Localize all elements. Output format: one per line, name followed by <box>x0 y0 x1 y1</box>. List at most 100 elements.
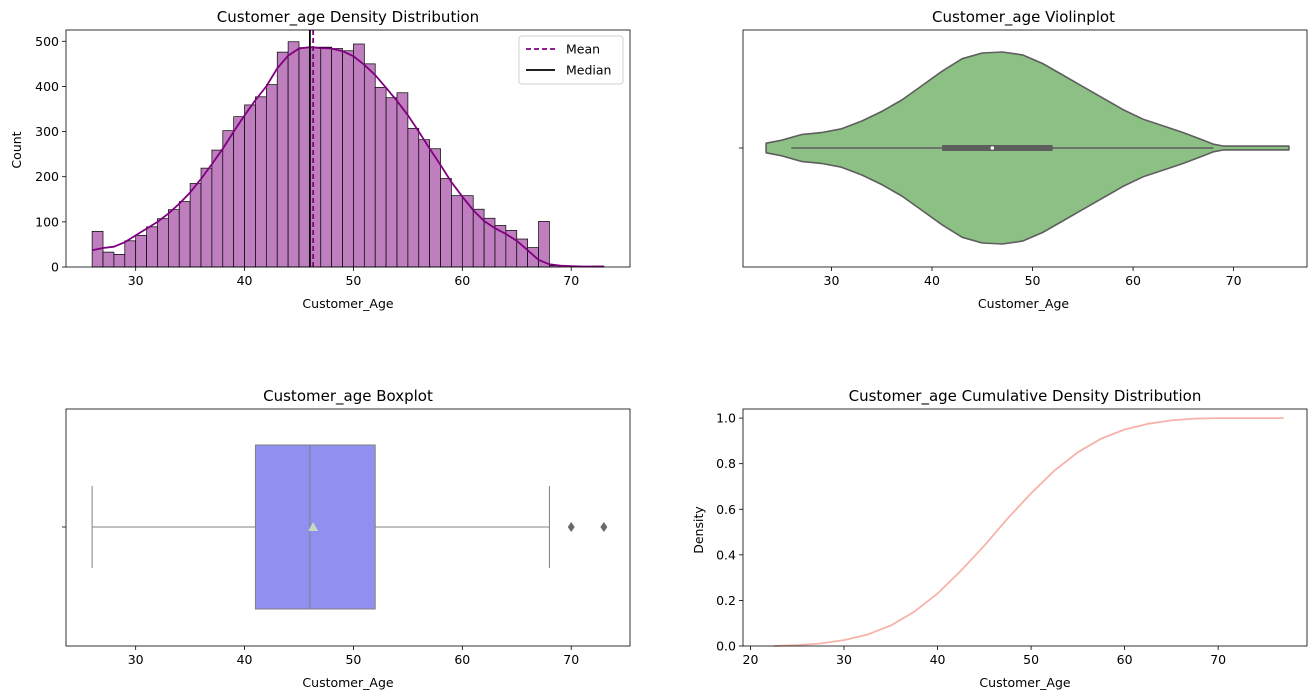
cdf-ytick-label: 1.0 <box>716 411 736 426</box>
histogram-ytick-label: 0 <box>51 260 59 275</box>
histogram-bar <box>309 46 322 268</box>
cdf-xtick-label: 60 <box>1117 652 1133 667</box>
cdf-xtick-label: 30 <box>836 652 852 667</box>
histogram-bar <box>200 167 213 268</box>
histogram-title: Customer_age Density Distribution <box>217 8 479 27</box>
histogram-bar <box>374 86 387 268</box>
violin-xtick-label: 70 <box>1226 273 1242 288</box>
histogram-bar <box>451 195 463 268</box>
cdf-xtick-label: 20 <box>743 652 759 667</box>
histogram-bar <box>363 63 376 268</box>
violin-iqr-bar <box>942 145 1053 151</box>
violin-xtick-label: 30 <box>824 273 840 288</box>
legend-frame <box>518 35 624 85</box>
histogram-bar <box>102 251 115 268</box>
violin-xtick-label: 40 <box>924 273 940 288</box>
histogram-panel: Customer_age Density Distribution 30 40 50… <box>9 8 631 311</box>
violin-xtick-label: 60 <box>1125 273 1141 288</box>
histogram-xtick-label: 30 <box>128 273 144 288</box>
cdf-xtick-label: 70 <box>1210 652 1226 667</box>
cdf-plot-area: 20 30 40 50 60 70 0.0 0.2 0.4 0.6 0.8 1.0 <box>716 408 1308 667</box>
boxplot-xlabel: Customer_Age <box>302 675 393 690</box>
histogram-bar <box>265 84 278 268</box>
violin-frame <box>742 29 1308 268</box>
histogram-bar <box>157 218 169 268</box>
cdf-xtick-label: 40 <box>930 652 946 667</box>
violin-xlabel: Customer_Age <box>978 296 1069 311</box>
histogram-bar <box>407 128 420 268</box>
violin-xtick-label: 50 <box>1025 273 1041 288</box>
boxplot-xtick-label: 30 <box>128 652 144 667</box>
box-outlier <box>567 522 575 532</box>
histogram-bar <box>113 254 126 268</box>
histogram-ytick-label: 400 <box>35 79 59 94</box>
kde-line <box>91 46 604 268</box>
violin-title: Customer_age Violinplot <box>932 8 1115 27</box>
histogram-bar <box>255 96 267 268</box>
histogram-bar <box>124 240 137 268</box>
histogram-bar <box>461 195 474 268</box>
histogram-bar <box>320 46 333 268</box>
legend-median-label: Median <box>566 63 611 78</box>
cdf-ytick-label: 0.4 <box>716 547 736 562</box>
box-mean-marker <box>308 522 319 531</box>
histogram-bar <box>178 201 191 268</box>
histogram-ytick-label: 500 <box>35 34 59 49</box>
histogram-xtick-label: 70 <box>563 273 579 288</box>
histogram-bar <box>146 226 158 268</box>
boxplot-xtick-label: 50 <box>345 652 361 667</box>
histogram-plot-area: 30 40 50 60 70 0 100 200 300 400 500 <box>35 29 631 288</box>
histogram-bar <box>472 208 485 268</box>
boxplot-panel: Customer_age Boxplot 30 40 50 60 70 Customer… <box>62 387 631 690</box>
cdf-xtick-label: 50 <box>1023 652 1039 667</box>
legend-mean-label: Mean <box>566 42 600 57</box>
cdf-ytick-label: 0.6 <box>716 502 736 517</box>
violin-plot-area: 30 40 50 60 70 <box>739 29 1308 288</box>
boxplot-frame <box>65 408 631 647</box>
histogram-ylabel: Count <box>9 131 24 168</box>
histogram-bar <box>353 43 365 268</box>
histogram-bar <box>211 149 224 268</box>
histogram-ytick-label: 300 <box>35 124 59 139</box>
box-outlier <box>600 522 608 532</box>
histogram-bar <box>385 97 398 268</box>
histogram-bar <box>298 47 311 268</box>
cdf-xlabel: Customer_Age <box>979 675 1070 690</box>
histogram-xlabel: Customer_Age <box>302 296 393 311</box>
boxplot-title: Customer_age Boxplot <box>263 387 433 406</box>
histogram-bar <box>418 139 431 268</box>
cdf-title: Customer_age Cumulative Density Distribu… <box>849 387 1202 406</box>
histogram-xtick-label: 40 <box>237 273 253 288</box>
histogram-ytick-label: 100 <box>35 214 59 229</box>
histogram-legend: Mean Median <box>518 35 624 85</box>
cdf-ytick-label: 0.0 <box>716 639 736 654</box>
cdf-frame <box>742 408 1308 647</box>
histogram-bar <box>276 51 289 268</box>
histogram-bar <box>244 104 256 268</box>
histogram-bar <box>331 48 343 268</box>
cdf-panel: Customer_age Cumulative Density Distribu… <box>691 387 1308 690</box>
histogram-bar <box>287 41 300 268</box>
histogram-ytick-label: 200 <box>35 169 59 184</box>
histogram-xtick-label: 60 <box>454 273 470 288</box>
histogram-bar <box>396 92 409 268</box>
cdf-ytick-label: 0.8 <box>716 456 736 471</box>
cdf-ylabel: Density <box>691 506 706 554</box>
histogram-bar <box>429 148 441 268</box>
violin-panel: Customer_age Violinplot 30 40 50 60 70 Custo… <box>739 8 1308 311</box>
boxplot-xtick-label: 70 <box>563 652 579 667</box>
boxplot-plot-area: 30 40 50 60 70 <box>62 408 631 667</box>
histogram-bar <box>222 130 235 268</box>
histogram-bar <box>167 209 180 268</box>
histogram-bar <box>342 50 354 268</box>
histogram-bar <box>440 178 452 268</box>
boxplot-xtick-label: 40 <box>237 652 253 667</box>
histogram-frame <box>65 29 631 268</box>
histogram-xtick-label: 50 <box>345 273 361 288</box>
histogram-bar <box>233 116 245 268</box>
cdf-ytick-label: 0.2 <box>716 593 736 608</box>
violin-median-dot <box>990 146 995 150</box>
cdf-line <box>773 417 1284 647</box>
histogram-bar <box>189 183 202 268</box>
